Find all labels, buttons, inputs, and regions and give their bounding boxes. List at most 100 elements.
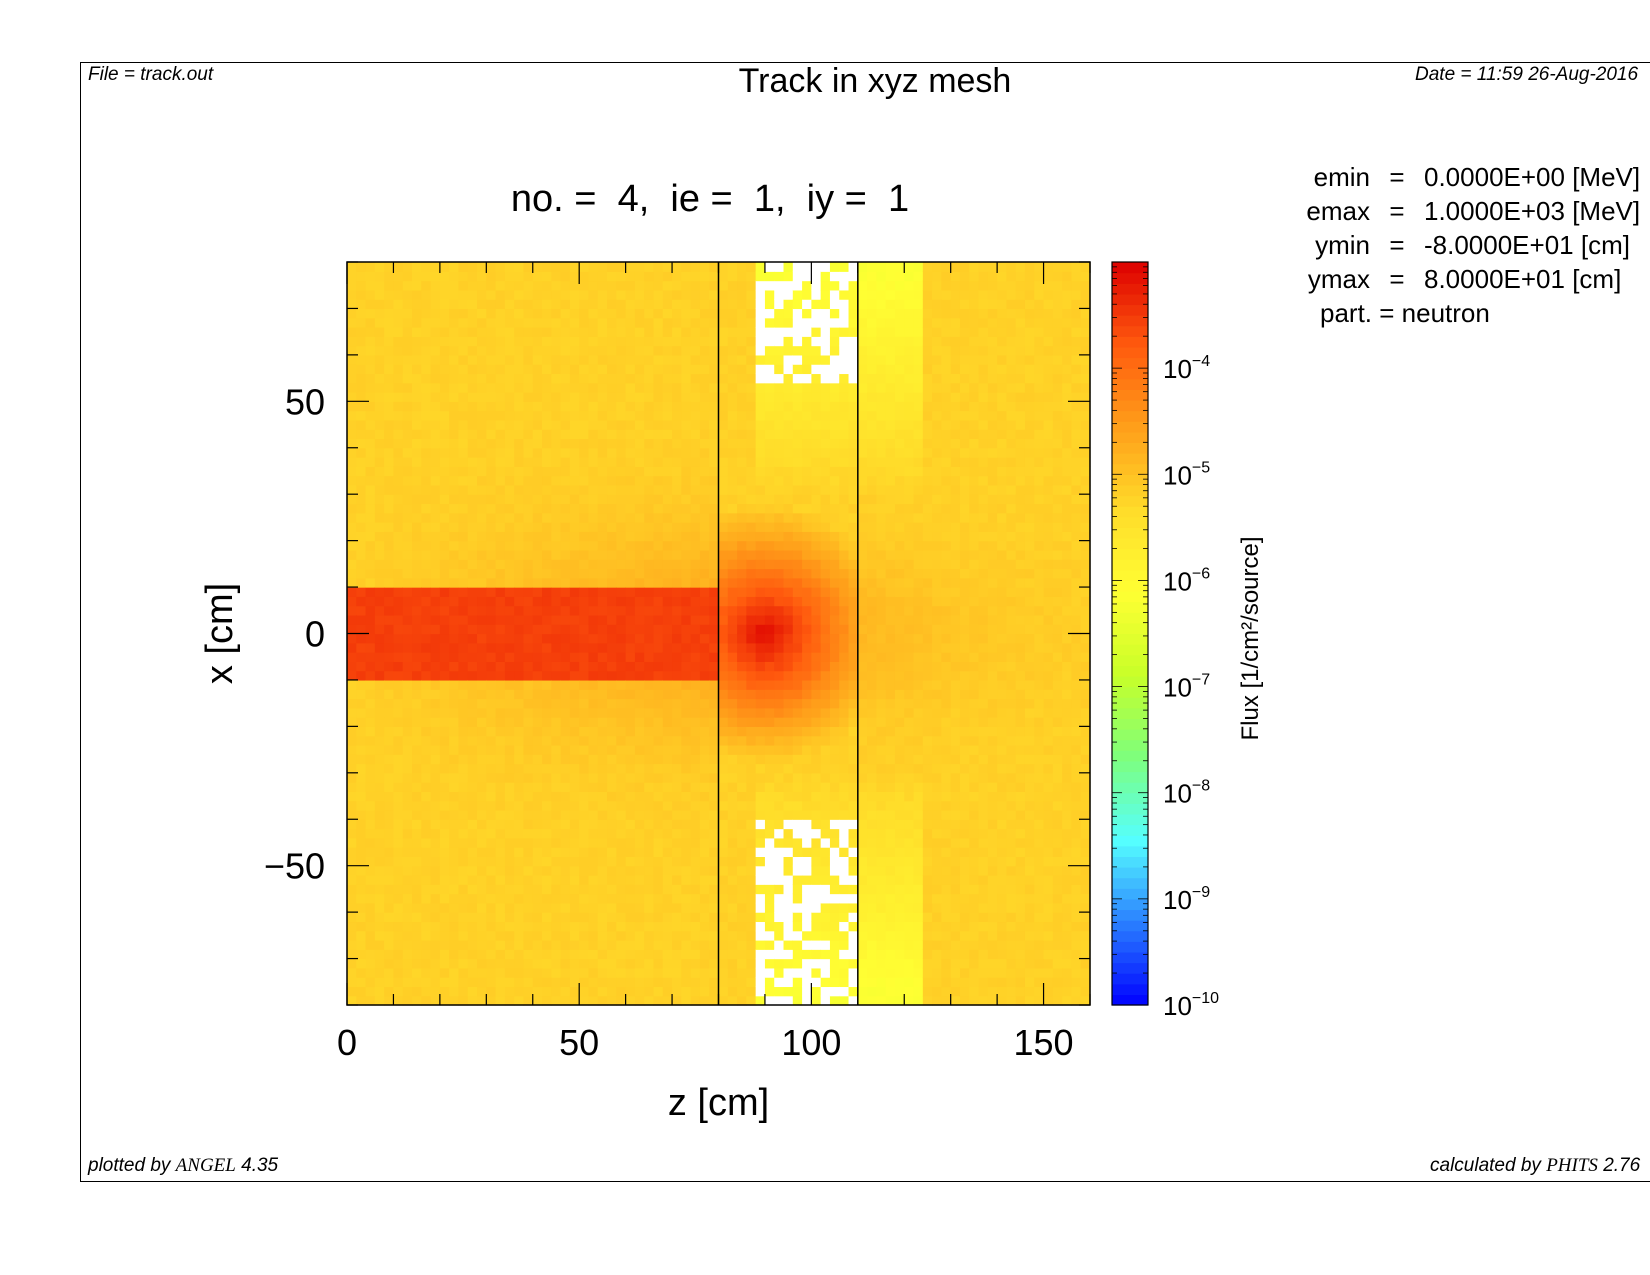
heatmap-cell bbox=[839, 503, 850, 514]
heatmap-cell bbox=[374, 466, 385, 477]
heatmap-cell bbox=[774, 977, 785, 988]
heatmap-cell bbox=[867, 271, 877, 282]
heatmap-cell bbox=[421, 271, 432, 282]
heatmap-cell bbox=[699, 995, 710, 1006]
heatmap-cell bbox=[607, 642, 617, 653]
heatmap-cell bbox=[792, 782, 803, 792]
heatmap-cell bbox=[402, 624, 413, 635]
heatmap-cell bbox=[783, 429, 794, 440]
heatmap-cell bbox=[477, 958, 487, 969]
heatmap-cell bbox=[486, 902, 497, 913]
heatmap-cell bbox=[467, 921, 478, 932]
heatmap-cell bbox=[727, 847, 738, 857]
heatmap-cell bbox=[477, 689, 487, 700]
heatmap-cell bbox=[569, 939, 580, 950]
heatmap-cell bbox=[718, 401, 729, 412]
heatmap-cell bbox=[449, 624, 460, 635]
heatmap-cell bbox=[885, 809, 896, 820]
heatmap-cell bbox=[347, 559, 357, 570]
heatmap-cell bbox=[690, 605, 701, 616]
heatmap-cell bbox=[885, 763, 896, 774]
heatmap-cell bbox=[839, 726, 850, 737]
heatmap-cell bbox=[885, 280, 896, 291]
heatmap-cell bbox=[644, 763, 655, 774]
heatmap-cell bbox=[653, 679, 664, 690]
heatmap-cell bbox=[904, 587, 915, 597]
heatmap-cell bbox=[560, 308, 571, 319]
heatmap-cell bbox=[737, 522, 747, 532]
heatmap-cell bbox=[913, 986, 924, 997]
heatmap-cell bbox=[356, 373, 367, 384]
heatmap-cell bbox=[384, 262, 395, 272]
heatmap-cell bbox=[764, 782, 775, 792]
heatmap-cell bbox=[347, 336, 357, 347]
heatmap-cell bbox=[477, 262, 487, 272]
heatmap-cell bbox=[532, 977, 543, 988]
heatmap-cell bbox=[439, 800, 450, 811]
heatmap-cell bbox=[384, 754, 395, 765]
heatmap-cell bbox=[867, 429, 877, 440]
heatmap-cell bbox=[597, 679, 608, 690]
heatmap-cell bbox=[365, 345, 376, 356]
heatmap-cell bbox=[402, 522, 413, 532]
heatmap-cell bbox=[393, 522, 404, 532]
heatmap-cell bbox=[412, 828, 422, 839]
heatmap-cell bbox=[523, 735, 534, 746]
heatmap-cell bbox=[412, 735, 422, 746]
heatmap-cell bbox=[755, 828, 766, 839]
heatmap-cell bbox=[820, 373, 831, 384]
heatmap-cell bbox=[811, 949, 822, 960]
heatmap-cell bbox=[876, 289, 887, 300]
heatmap-cell bbox=[542, 633, 552, 644]
heatmap-cell bbox=[458, 828, 469, 839]
heatmap-cell bbox=[829, 791, 840, 802]
heatmap-cell bbox=[699, 744, 710, 755]
heatmap-cell bbox=[811, 327, 822, 337]
heatmap-cell bbox=[699, 921, 710, 932]
heatmap-cell bbox=[913, 299, 924, 310]
heatmap-cell bbox=[811, 912, 822, 923]
heatmap-cell bbox=[495, 791, 506, 802]
heatmap-cell bbox=[421, 772, 432, 783]
heatmap-cell bbox=[681, 354, 692, 365]
heatmap-cell bbox=[783, 336, 794, 347]
heatmap-cell bbox=[867, 401, 877, 412]
heatmap-cell bbox=[867, 531, 877, 542]
heatmap-cell bbox=[662, 577, 673, 588]
heatmap-cell bbox=[764, 447, 775, 458]
heatmap-cell bbox=[356, 679, 367, 690]
heatmap-cell bbox=[774, 763, 785, 774]
heatmap-cell bbox=[402, 865, 413, 876]
heatmap-cell bbox=[746, 986, 757, 997]
heatmap-cell bbox=[774, 707, 785, 718]
heatmap-cell bbox=[737, 419, 747, 430]
heatmap-cell bbox=[857, 939, 868, 950]
heatmap-cell bbox=[764, 494, 775, 505]
heatmap-cell bbox=[857, 373, 868, 384]
heatmap-cell bbox=[672, 299, 682, 310]
heatmap-cell bbox=[625, 689, 636, 700]
heatmap-cell bbox=[876, 401, 887, 412]
heatmap-cell bbox=[904, 791, 915, 802]
heatmap-cell bbox=[746, 958, 757, 969]
heatmap-cell bbox=[625, 772, 636, 783]
heatmap-cell bbox=[542, 317, 552, 328]
heatmap-cell bbox=[690, 438, 701, 449]
heatmap-cell bbox=[467, 262, 478, 272]
heatmap-cell bbox=[839, 308, 850, 319]
heatmap-cell bbox=[384, 392, 395, 402]
heatmap-cell bbox=[486, 726, 497, 737]
heatmap-cell bbox=[802, 299, 812, 310]
heatmap-cell bbox=[746, 893, 757, 904]
heatmap-cell bbox=[839, 317, 850, 328]
heatmap-cell bbox=[876, 345, 887, 356]
heatmap-cell bbox=[486, 967, 497, 978]
heatmap-cell bbox=[374, 819, 385, 830]
heatmap-cell bbox=[347, 809, 357, 820]
heatmap-cell bbox=[560, 392, 571, 402]
heatmap-cell bbox=[783, 744, 794, 755]
heatmap-cell bbox=[904, 494, 915, 505]
heatmap-cell bbox=[384, 354, 395, 365]
heatmap-cell bbox=[904, 652, 915, 662]
heatmap-cell bbox=[904, 354, 915, 365]
